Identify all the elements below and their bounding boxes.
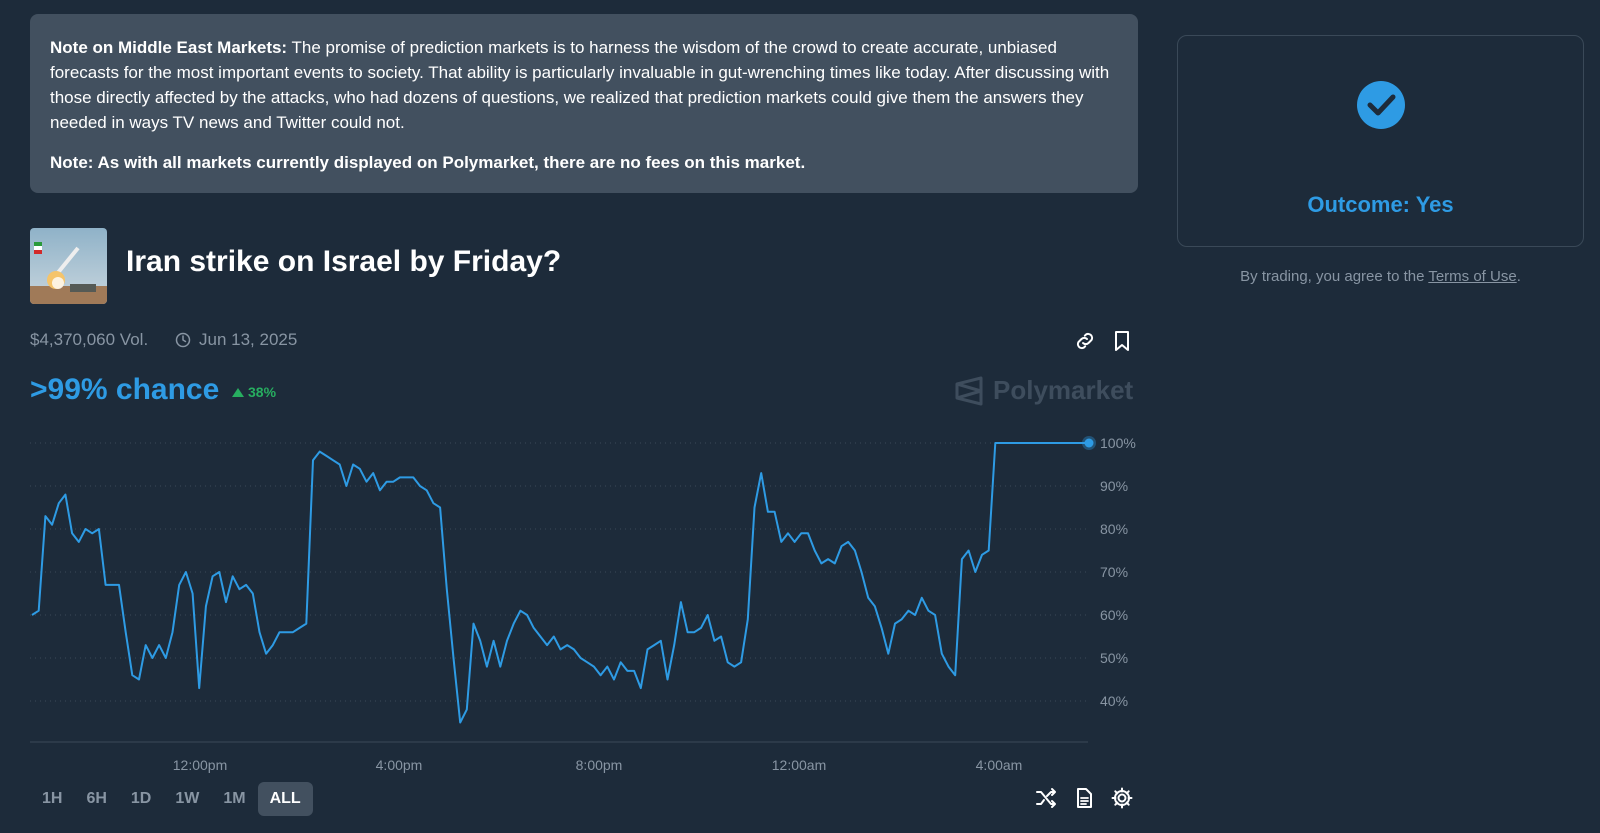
market-volume: $4,370,060 Vol. [30,330,149,349]
range-button-all[interactable]: ALL [257,782,313,816]
range-button-6h[interactable]: 6H [86,790,107,807]
polymarket-watermark: Polymarket [955,375,1133,406]
series-line [31,442,1089,724]
link-icon[interactable] [1073,329,1097,353]
check-circle-icon [1357,81,1405,129]
note-body: The promise of prediction markets is to … [50,38,1110,132]
chance-change: 38% [232,384,276,400]
y-tick-label: 60% [1100,607,1128,623]
terms-notice: By trading, you agree to the Terms of Us… [1177,268,1584,285]
y-tick-label: 40% [1100,693,1128,709]
market-image [30,228,107,304]
chance-change-text: 38% [248,384,277,400]
document-icon[interactable] [1072,786,1096,810]
range-button-1w[interactable]: 1W [175,790,200,807]
terms-prefix: By trading, you agree to the [1240,268,1429,285]
gear-icon[interactable] [1110,786,1134,810]
market-end-date: Jun 13, 2025 [175,330,297,350]
range-button-1h[interactable]: 1H [42,790,63,807]
bookmark-icon[interactable] [1110,329,1134,353]
range-selector: 1H 6H 1D 1W 1M ALL [30,782,313,816]
up-arrow-icon [232,387,244,397]
note-fees: Note: As with all markets currently disp… [50,153,806,172]
note-paragraph: Note on Middle East Markets: The promise… [50,35,1118,135]
shuffle-icon[interactable] [1034,786,1058,810]
chance-value: >99% chance [30,373,220,406]
clock-icon [175,332,191,348]
market-date-text: Jun 13, 2025 [199,330,298,349]
polymarket-logo-icon [955,376,983,405]
y-tick-label: 80% [1100,521,1128,537]
terms-link[interactable]: Terms of Use [1428,268,1517,285]
x-tick-label: 12:00pm [173,757,227,773]
note-title: Note on Middle East Markets: [50,38,288,57]
y-tick-label: 100% [1100,435,1136,451]
last-point-marker [1084,438,1094,448]
outcome-card: Outcome: Yes [1177,35,1584,247]
range-button-1d[interactable]: 1D [130,790,152,807]
market-title: Iran strike on Israel by Friday? [126,245,562,278]
terms-suffix: . [1516,268,1521,285]
x-tick-label: 8:00pm [576,757,623,773]
outcome-label: Outcome: Yes [1307,192,1454,217]
range-button-1m[interactable]: 1M [223,790,246,807]
x-tick-label: 4:00pm [376,757,423,773]
x-tick-label: 4:00am [976,757,1023,773]
y-tick-label: 50% [1100,650,1128,666]
y-tick-label: 70% [1100,564,1128,580]
y-tick-label: 90% [1100,478,1128,494]
market-note-banner: Note on Middle East Markets: The promise… [30,14,1138,193]
price-chart[interactable]: 100% 90% 80% 70% 60% 50% 40% 12:00pm 4:00pm 8:00p… [0,420,1140,780]
brand-name: Polymarket [993,375,1134,405]
x-tick-label: 12:00am [772,757,826,773]
